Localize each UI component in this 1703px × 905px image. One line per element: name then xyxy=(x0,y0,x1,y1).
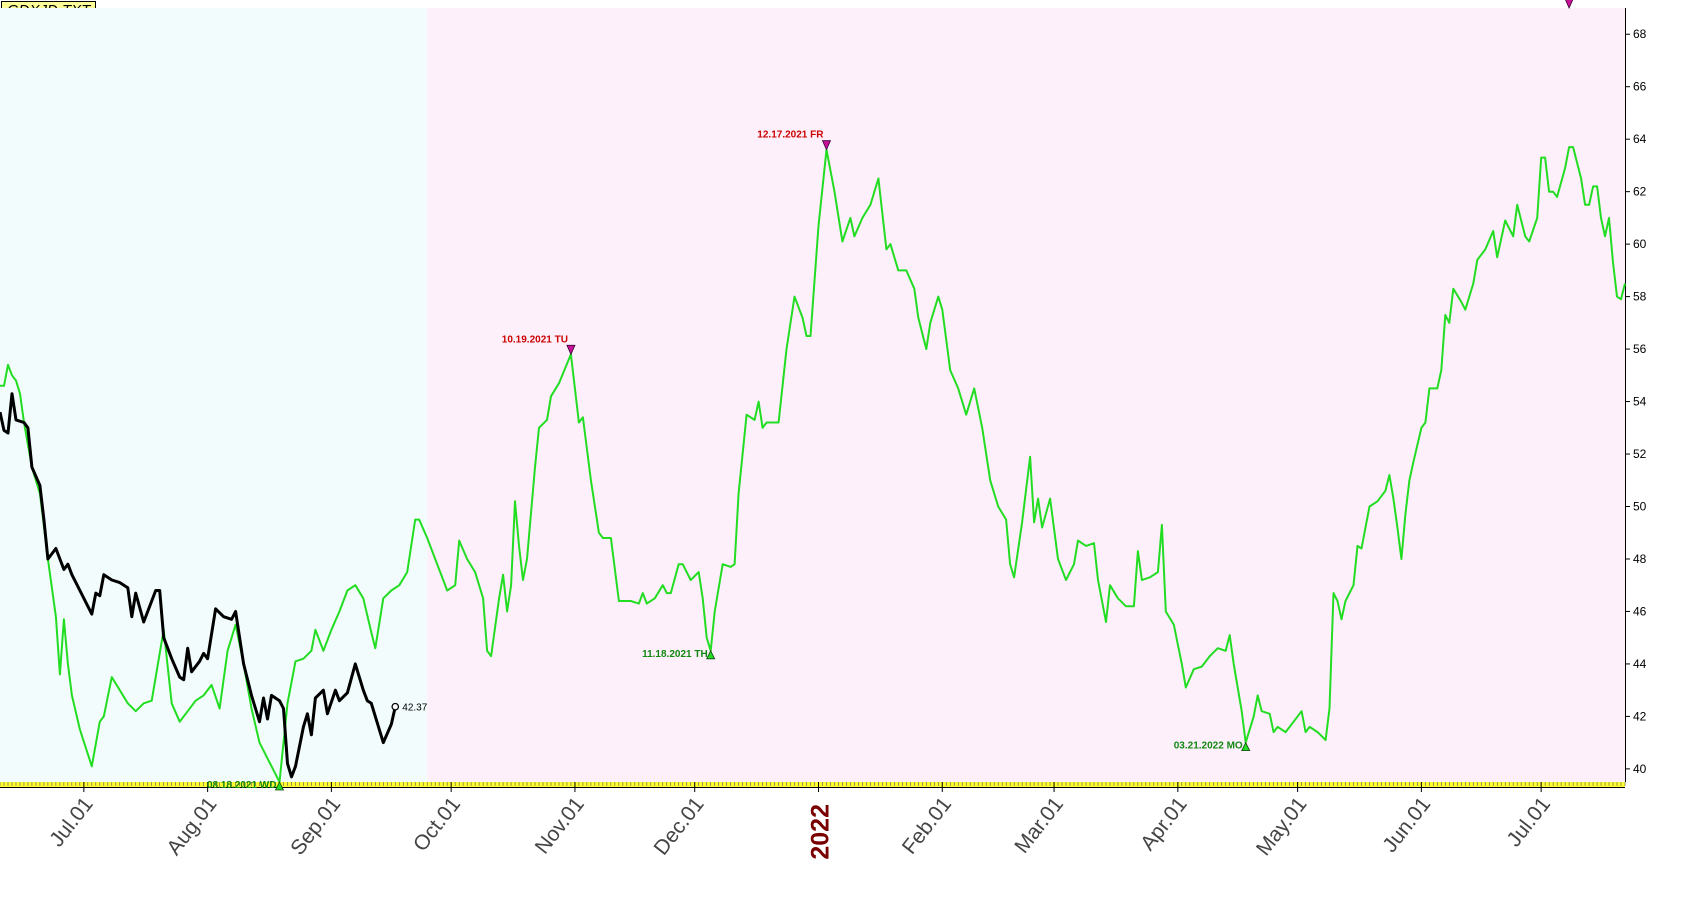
y-tick-label: 46 xyxy=(1633,604,1647,618)
y-tick-label: 40 xyxy=(1633,762,1647,776)
y-tick-label: 66 xyxy=(1633,80,1647,94)
series-layer xyxy=(0,146,1626,783)
cycle-top-marker xyxy=(566,344,576,356)
cycle-bottom-marker xyxy=(1241,741,1251,752)
x-tick-label: Sep.01 xyxy=(286,793,345,860)
x-tick-label: Nov.01 xyxy=(531,793,589,858)
y-tick-label: 44 xyxy=(1633,657,1647,671)
cycle-bottom-marker xyxy=(274,781,285,791)
projection-line xyxy=(0,146,1626,783)
annotation-layer: 42.37 08.18.2021 WD 10.19.2021 TU 11.18.202… xyxy=(207,0,1574,791)
background-layer xyxy=(0,8,1625,782)
y-tick-label: 42 xyxy=(1633,709,1647,723)
y-tick-label: 56 xyxy=(1633,342,1647,356)
y-tick-label: 48 xyxy=(1633,552,1647,566)
x-tick-label: Dec.01 xyxy=(650,793,709,860)
x-tick-label: Jul.01 xyxy=(45,793,98,851)
x-tick-label: Feb.01 xyxy=(898,793,956,859)
last-price-marker xyxy=(391,702,400,711)
x-tick-label: Jul.01 xyxy=(1502,793,1555,851)
y-tick-label: 68 xyxy=(1633,27,1647,41)
cycle-bottom-marker xyxy=(706,649,716,660)
cycle-top-marker xyxy=(821,140,832,151)
last-price-label: 42.37 xyxy=(402,703,427,714)
y-tick-label: 52 xyxy=(1633,447,1647,461)
x-tick-label: Apr.01 xyxy=(1136,793,1192,855)
cycle-top-label: 10.19.2021 TU xyxy=(502,334,568,345)
price-line xyxy=(0,392,397,779)
cycle-top-label: 12.17.2021 FR xyxy=(757,130,824,141)
y-tick-label: 58 xyxy=(1633,290,1647,304)
y-tick-label: 54 xyxy=(1633,395,1647,409)
y-tick-label: 64 xyxy=(1633,132,1647,146)
x-tick-label: Aug.01 xyxy=(162,793,221,860)
y-tick-label: 60 xyxy=(1633,237,1647,251)
cycle-bottom-label: 08.18.2021 WD xyxy=(207,780,277,791)
y-tick-label: 50 xyxy=(1633,500,1647,514)
cycle-bottom-label: 03.21.2022 MO xyxy=(1174,741,1243,752)
history-region xyxy=(0,8,428,782)
y-tick-label: 62 xyxy=(1633,185,1647,199)
cycle-top-marker xyxy=(1565,0,1574,9)
x-tick-label: Mar.01 xyxy=(1010,793,1068,858)
x-tick-label: 2022 xyxy=(806,804,834,860)
cycle-bottom-label: 11.18.2021 TH xyxy=(642,649,708,660)
x-axis-band xyxy=(0,782,1625,787)
x-tick-label: Oct.01 xyxy=(409,793,465,856)
x-tick-label: Jun.01 xyxy=(1378,793,1435,857)
projection-region xyxy=(427,8,1625,782)
x-tick-label: May.01 xyxy=(1252,793,1312,860)
